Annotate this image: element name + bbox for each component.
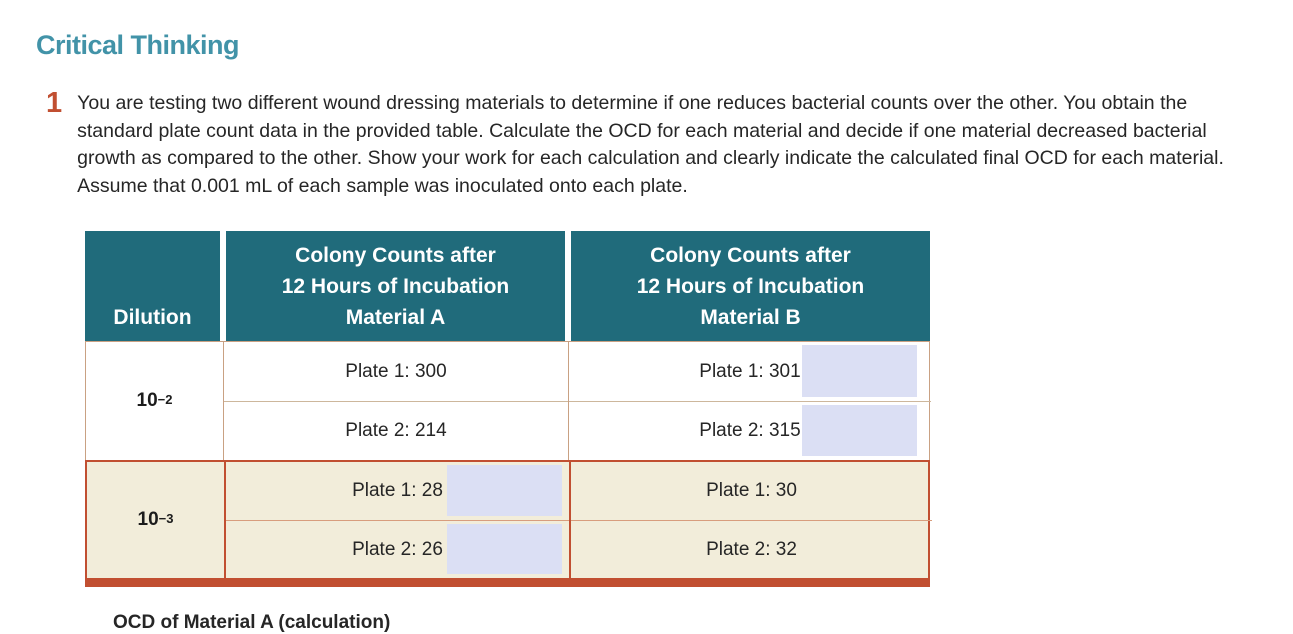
question-block: 1 You are testing two different wound dr…	[46, 87, 1268, 200]
plate-count-value: Plate 1: 301	[699, 360, 801, 382]
question-text: You are testing two different wound dres…	[77, 92, 1224, 197]
plate-count-value: Plate 2: 26	[352, 538, 443, 560]
header-dilution: Dilution	[85, 231, 220, 341]
answer-highlight-box[interactable]	[802, 405, 917, 456]
header-material-b-line1: Colony Counts after	[650, 243, 851, 267]
header-material-b-line2: 12 Hours of Incubation	[636, 274, 865, 298]
plate-count-cell: Plate 1: 301	[569, 342, 931, 401]
material-a-column: Plate 1: 28 Plate 2: 26	[224, 462, 569, 578]
plate-count-value: Plate 2: 214	[345, 420, 447, 441]
plate-count-cell: Plate 1: 30	[571, 462, 932, 520]
table-bottom-border	[85, 580, 930, 587]
header-material-b: Colony Counts after 12 Hours of Incubati…	[571, 231, 930, 341]
material-b-column: Plate 1: 30 Plate 2: 32	[569, 462, 932, 578]
plate-count-cell: Plate 1: 300	[224, 342, 568, 401]
answer-highlight-box[interactable]	[447, 465, 562, 516]
dilution-value: 10 −2	[136, 390, 173, 411]
plate-count-value: Plate 2: 315	[699, 420, 801, 441]
plate-count-cell: Plate 1: 28	[226, 462, 569, 520]
plate-count-table: Dilution Colony Counts after 12 Hours of…	[85, 231, 932, 587]
header-material-a: Colony Counts after 12 Hours of Incubati…	[226, 231, 565, 341]
dilution-value: 10 −3	[137, 509, 174, 530]
header-material-a-line1: Colony Counts after	[295, 243, 496, 267]
header-material-a-line2: 12 Hours of Incubation	[281, 274, 510, 298]
plate-count-cell: Plate 2: 214	[224, 401, 568, 460]
plate-count-value: Plate 1: 300	[345, 360, 447, 382]
plate-count-value: Plate 1: 30	[706, 480, 797, 501]
footer-text-partial: OCD of Material A (calculation)	[113, 612, 391, 633]
plate-count-cell: Plate 2: 315	[569, 401, 931, 460]
material-a-column: Plate 1: 300 Plate 2: 214	[223, 342, 568, 460]
plate-count-value: Plate 1: 28	[352, 480, 443, 501]
header-material-b-line3: Material B	[700, 305, 801, 329]
plate-count-cell: Plate 2: 26	[226, 520, 569, 578]
dilution-group-10-3: 10 −3 Plate 1: 28 Plate 2: 26 Plate 1: 30…	[85, 460, 932, 580]
material-b-column: Plate 1: 301 Plate 2: 315	[568, 342, 931, 460]
question-number: 1	[46, 87, 63, 119]
plate-count-value: Plate 2: 32	[706, 538, 797, 560]
section-heading: Critical Thinking	[36, 30, 240, 60]
header-material-a-line3: Material A	[345, 305, 446, 329]
dilution-group-10-2: 10 −2 Plate 1: 300 Plate 2: 214 Plate 1: …	[85, 341, 931, 460]
column-divider	[220, 231, 226, 341]
answer-highlight-box[interactable]	[447, 524, 562, 574]
plate-count-cell: Plate 2: 32	[571, 520, 932, 578]
column-divider	[565, 231, 571, 341]
dilution-base: 10	[137, 509, 159, 530]
answer-highlight-box[interactable]	[802, 345, 917, 397]
dilution-base: 10	[136, 390, 158, 411]
header-dilution-label: Dilution	[113, 306, 192, 329]
table-header-row: Dilution Colony Counts after 12 Hours of…	[85, 231, 930, 341]
